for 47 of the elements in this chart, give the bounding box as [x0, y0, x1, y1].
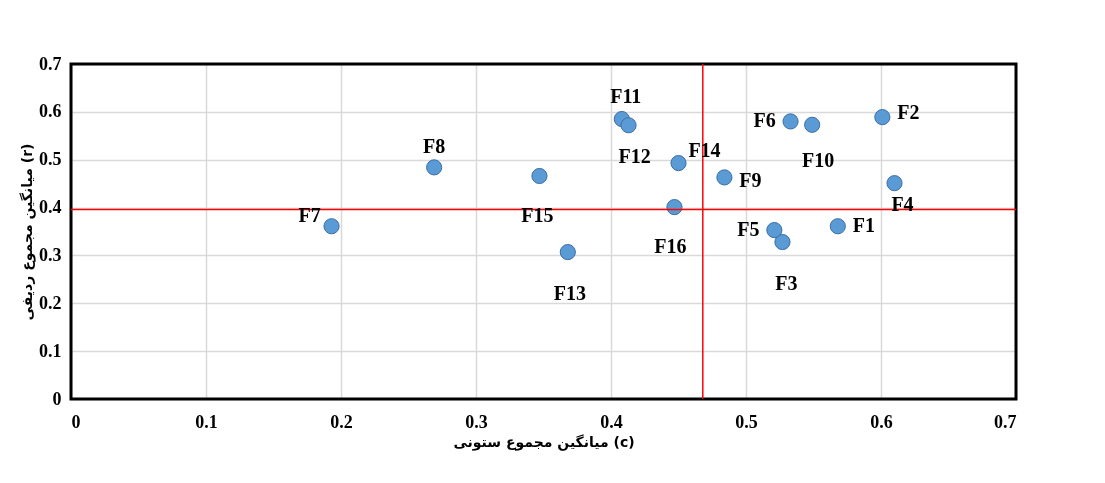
y-tick-label: 0	[52, 388, 62, 409]
annotation: F9	[739, 169, 762, 192]
annotation: F10	[802, 148, 835, 171]
annotation: F1	[852, 214, 875, 237]
y-tick-label: 0.4	[39, 197, 62, 218]
annotation: F7	[298, 204, 321, 227]
point	[559, 244, 576, 261]
annotation: F15	[521, 203, 554, 226]
point	[323, 218, 340, 235]
point	[666, 199, 683, 216]
x-tick-label: 0	[71, 411, 81, 432]
point	[766, 222, 783, 239]
y-tick-label: 0.3	[39, 244, 62, 265]
x-tick-label: 0.5	[735, 411, 758, 432]
point	[804, 116, 821, 133]
annotation: F13	[553, 282, 586, 305]
point	[829, 218, 846, 235]
y-axis-title: میانگین مجموع ردیفی (r)	[19, 143, 36, 321]
annotation: F3	[775, 272, 798, 295]
x-tick-label: 0.6	[870, 411, 893, 432]
x-axis-title: میانگین مجموع ستونی (c)	[453, 433, 635, 451]
annotation: F11	[610, 85, 642, 108]
x-tick-label: 0.4	[600, 411, 623, 432]
annotation: F12	[618, 145, 651, 168]
y-tick-label: 0.5	[39, 149, 62, 170]
x-tick-label: 0.3	[465, 411, 488, 432]
annotation: F8	[423, 135, 446, 158]
y-tick-label: 0.1	[39, 340, 62, 361]
point	[670, 155, 687, 172]
y-tick-label: 0.7	[39, 53, 62, 74]
x-tick-label: 0.7	[994, 411, 1017, 432]
x-tick-label: 0.2	[330, 411, 353, 432]
point	[886, 175, 903, 192]
y-tick-label: 0.2	[39, 292, 62, 313]
point	[774, 233, 791, 251]
x-tick-label: 0.1	[195, 411, 218, 432]
annotation: F6	[753, 109, 776, 132]
point	[531, 167, 548, 185]
point	[716, 169, 733, 186]
point	[426, 159, 443, 176]
point	[874, 109, 891, 126]
annotation: F16	[654, 235, 687, 258]
annotation: F2	[897, 101, 920, 124]
point	[620, 117, 637, 134]
y-tick-label: 0.6	[39, 101, 62, 122]
point	[782, 113, 799, 130]
annotation: F5	[737, 218, 760, 241]
